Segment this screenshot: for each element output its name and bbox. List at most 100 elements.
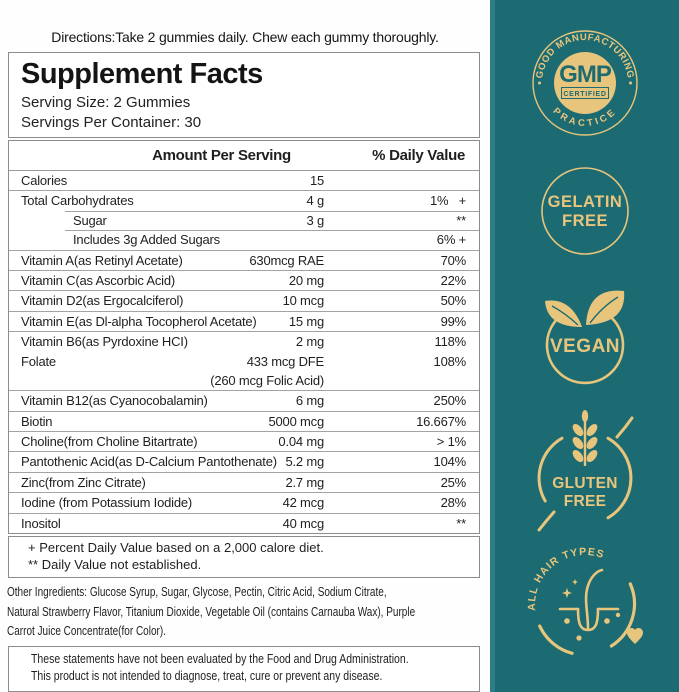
table-row: Calories 15	[9, 171, 479, 190]
other-ingredients: Other Ingredients: Glucose Syrup, Sugar,…	[7, 583, 487, 642]
nutrient-amount: 40 mcg	[282, 515, 325, 531]
nutrient-name	[9, 373, 21, 388]
footnote-not-established: ** Daily Value not established.	[28, 556, 202, 572]
servings-per-container: Servings Per Container: 30	[21, 114, 202, 131]
table-header-row: Amount Per Serving % Daily Value	[9, 141, 479, 171]
nutrient-amount: 630mcg RAE	[249, 252, 324, 268]
nutrient-amount: 15	[309, 173, 324, 188]
vegan-text: VEGAN	[550, 336, 620, 357]
nutrient-name: Inositol	[21, 515, 61, 531]
wheat-icon	[572, 410, 598, 466]
table-row: Choline(from Choline Bitartrate) 0.04 mg >…	[9, 431, 479, 451]
nutrient-daily-value: 118%	[434, 334, 467, 350]
table-row: Sugar 3 g **	[9, 210, 479, 230]
nutrient-daily-value: 25%	[440, 474, 467, 490]
gmp-certified-text: CERTIFIED	[563, 91, 606, 98]
fda-disclaimer-box: These statements have not been evaluated…	[8, 645, 480, 692]
label-panel: Directions:Take 2 gummies daily. Chew ea…	[7, 29, 487, 692]
nutrient-name: Vitamin C(as Ascorbic Acid)	[21, 272, 176, 288]
nutrient-daily-value: 104%	[433, 454, 467, 470]
table-row: Vitamin B12(as Cyanocobalamin) 6 mg 250%	[9, 390, 479, 410]
slash-top-icon	[615, 416, 634, 439]
table-row: Includes 3g Added Sugars 6% +	[9, 230, 479, 249]
nutrient-amount: 20 mg	[288, 272, 324, 288]
hair-follicle-icon	[558, 568, 620, 632]
all-hair-types-arc-text: ALL HAIR TYPES	[526, 546, 605, 611]
nutrient-daily-value: 50%	[440, 293, 467, 309]
nutrient-daily-value: 108%	[433, 353, 467, 369]
nutrient-amount: 6 mg	[295, 393, 324, 409]
svg-text:ALL HAIR TYPES: ALL HAIR TYPES	[526, 546, 606, 611]
nutrient-name: Vitamin E(as Dl-alpha Tocopherol Acetate…	[21, 313, 257, 329]
nutrient-amount: 433 mcg DFE	[246, 353, 324, 369]
nutrient-amount: 10 mcg	[282, 293, 325, 309]
nutrient-daily-value: 70%	[440, 252, 467, 268]
nutrient-amount: 3 g	[306, 212, 325, 228]
nutrient-amount: 4 g	[306, 193, 325, 209]
nutrient-amount: 15 mg	[288, 313, 324, 329]
nutrient-daily-value: 28%	[440, 495, 467, 511]
badge-sidebar: GOOD MANUFACTURING PRACTICE GMP CERTIFIE…	[490, 0, 679, 692]
supplement-facts-table: Amount Per Serving % Daily Value Calorie…	[8, 140, 480, 535]
other-ingredients-line: Other Ingredients: Glucose Syrup, Sugar,…	[7, 585, 387, 600]
nutrient-amount: 42 mcg	[282, 495, 325, 511]
table-row: Vitamin D2(as Ergocalciferol) 10 mcg 50%	[9, 290, 479, 310]
footnotes-box: + Percent Daily Value based on a 2,000 c…	[8, 536, 480, 579]
nutrient-name: Iodine (from Potassium Iodide)	[21, 495, 193, 511]
vegan-badge-icon: VEGAN	[545, 290, 625, 385]
nutrient-name: Vitamin B12(as Cyanocobalamin)	[21, 393, 208, 409]
table-row: Vitamin B6(as Pyrdoxine HCI) 2 mg 118%	[9, 331, 479, 351]
footnote-daily-value: + Percent Daily Value based on a 2,000 c…	[28, 540, 324, 556]
table-row: Pantothenic Acid(as D-Calcium Pantothena…	[9, 451, 479, 471]
nutrient-name: Vitamin A(as Retinyl Acetate)	[21, 252, 183, 268]
column-header-amount: Amount Per Serving	[152, 147, 291, 164]
nutrient-daily-value: 250%	[433, 393, 467, 409]
nutrient-name: Vitamin B6(as Pyrdoxine HCI)	[21, 334, 188, 350]
gelatin-free-badge-icon: GELATIN FREE	[541, 167, 629, 255]
nutrient-daily-value: **	[456, 515, 466, 531]
nutrient-name: Biotin	[21, 413, 53, 429]
gmp-center-text: GMP	[559, 61, 612, 88]
table-row: Biotin 5000 mcg 16.667%	[9, 410, 479, 431]
nutrient-amount: 0.04 mg	[278, 434, 324, 450]
page-title: Supplement Facts	[21, 58, 263, 90]
table-row: Vitamin C(as Ascorbic Acid) 20 mg 22%	[9, 269, 479, 290]
sparkle-icon	[562, 588, 572, 598]
table-row: (260 mcg Folic Acid)	[9, 371, 479, 390]
nutrient-daily-value: **	[456, 212, 466, 228]
nutrient-name: Choline(from Choline Bitartrate)	[21, 434, 198, 450]
nutrient-name: Folate	[21, 353, 56, 369]
nutrient-daily-value: 22%	[440, 272, 467, 288]
nutrient-amount: 2 mg	[295, 334, 324, 350]
disclaimer-line: This product is not intended to diagnose…	[31, 668, 383, 683]
gelatin-free-line2: FREE	[562, 212, 608, 230]
nutrient-daily-value: 6% +	[436, 232, 466, 248]
gelatin-free-line1: GELATIN	[548, 193, 623, 211]
nutrient-name: Calories	[21, 173, 68, 188]
disclaimer-line: These statements have not been evaluated…	[31, 651, 409, 666]
nutrient-name: Zinc(from Zinc Citrate)	[21, 474, 146, 490]
table-row: Folate 433 mcg DFE 108%	[9, 352, 479, 371]
nutrient-amount: 5.2 mg	[285, 454, 324, 470]
nutrient-name: Total Carbohydrates	[21, 193, 134, 209]
all-hair-types-badge-icon: ALL HAIR TYPES	[526, 546, 643, 655]
slash-bottom-icon	[537, 510, 556, 532]
nutrient-amount: (260 mcg Folic Acid)	[210, 372, 324, 388]
nutrient-name: Sugar	[73, 212, 107, 228]
sparkle-icon	[572, 579, 578, 585]
table-body: Calories 15 Total Carbohydrates 4 g 1% + Suga…	[9, 171, 479, 533]
other-ingredients-line: Natural Strawberry Flavor, Titanium Diox…	[7, 604, 416, 619]
nutrient-daily-value: 16.667%	[416, 413, 466, 429]
gmp-certified-badge-icon: GOOD MANUFACTURING PRACTICE GMP CERTIFIE…	[532, 30, 638, 136]
table-row: Iodine (from Potassium Iodide) 42 mcg 28%	[9, 492, 479, 512]
nutrient-amount: 2.7 mg	[285, 474, 324, 490]
table-row: Total Carbohydrates 4 g 1% +	[9, 190, 479, 210]
nutrient-name: Pantothenic Acid(as D-Calcium Pantothena…	[21, 454, 277, 470]
nutrient-daily-value: 99%	[440, 313, 467, 329]
table-row: Inositol 40 mcg **	[9, 512, 479, 533]
gluten-free-line2: FREE	[564, 493, 607, 510]
serving-size: Serving Size: 2 Gummies	[21, 94, 191, 111]
table-row: Zinc(from Zinc Citrate) 2.7 mg 25%	[9, 471, 479, 492]
other-ingredients-line: Carrot Juice Concentrate(for Color).	[7, 624, 166, 639]
